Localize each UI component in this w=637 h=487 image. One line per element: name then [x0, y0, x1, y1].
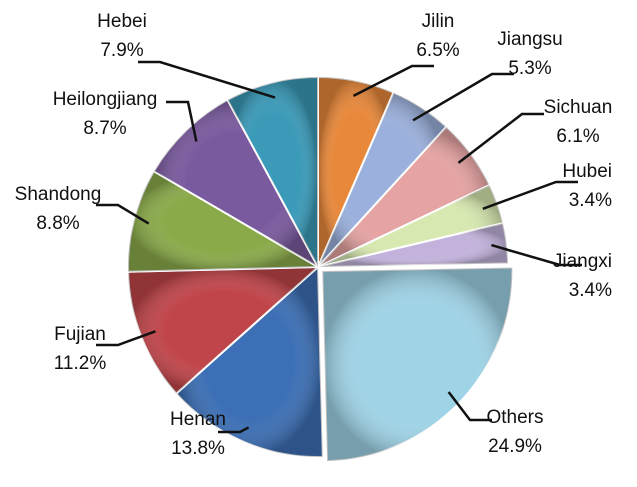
slice-value: 8.7%	[83, 118, 126, 139]
leader-line	[447, 391, 492, 422]
slice-label: Jiangsu	[497, 29, 563, 50]
leader-line	[218, 426, 250, 434]
slice-value: 11.2%	[54, 353, 107, 374]
leader-line	[482, 180, 578, 210]
leader-line	[166, 100, 198, 142]
slice-value: 24.9%	[488, 436, 542, 457]
leader-line	[412, 72, 514, 122]
leader-line	[457, 112, 544, 164]
slice-label: Heilongjiang	[53, 89, 158, 110]
slice-label: Hebei	[97, 11, 147, 32]
leader-line	[96, 330, 156, 347]
pie-slice	[321, 266, 514, 463]
slice-label: Sichuan	[544, 97, 613, 118]
slice-label: Shandong	[15, 184, 102, 205]
slice-value: 13.8%	[171, 438, 225, 459]
slice-value: 6.1%	[556, 126, 599, 147]
slice-label: Henan	[170, 409, 226, 430]
slice-label: Jilin	[422, 11, 455, 32]
leader-line	[138, 60, 276, 99]
slice-value: 7.9%	[100, 40, 143, 61]
slice-label: Fujian	[54, 324, 106, 345]
leader-line	[352, 64, 434, 97]
slice-value: 5.3%	[508, 58, 551, 79]
slice-value: 3.4%	[569, 190, 612, 211]
slice-label: Others	[486, 407, 543, 428]
slice-label: Jiangxi	[553, 251, 612, 272]
slice-value: 6.5%	[416, 40, 459, 61]
slice-value: 8.8%	[36, 213, 79, 234]
leader-line	[96, 203, 150, 225]
slice-label: Hubei	[562, 161, 612, 182]
leader-line	[491, 243, 582, 267]
slice-value: 3.4%	[569, 280, 612, 301]
